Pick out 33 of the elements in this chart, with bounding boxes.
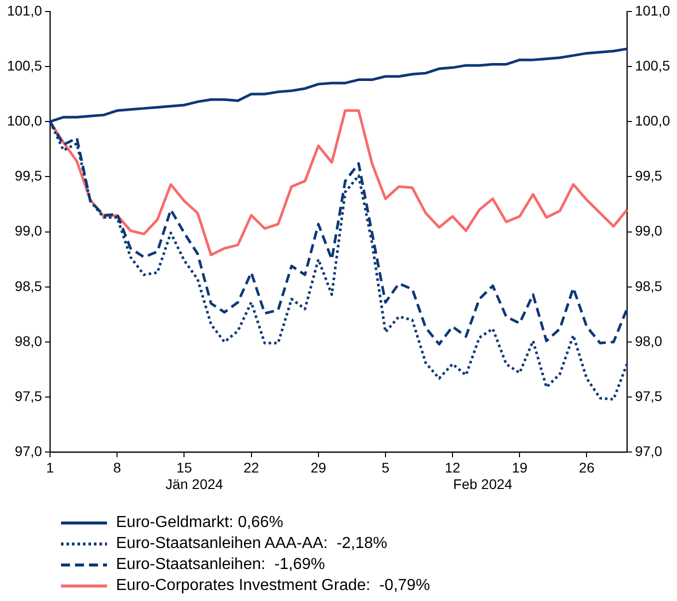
y-tick-label: 100,0: [6, 112, 42, 128]
y2-tick-label: 97,5: [634, 388, 662, 404]
y-tick-label: 99,0: [14, 222, 42, 239]
text: Jän 2024: [165, 476, 224, 492]
y-tick-label: 100,5: [6, 57, 42, 74]
y2-tick-label: 100,5: [634, 57, 670, 74]
y-tick-label: 97,5: [14, 388, 42, 404]
y-tick-label: 99,5: [14, 168, 42, 184]
y-tick-label: 97,0: [14, 443, 42, 460]
y2-tick-label: 98,5: [634, 278, 662, 294]
x-tick-label: 12: [444, 459, 461, 476]
y-tick-label: 101,0: [6, 2, 42, 18]
y2-tick-label: 101,0: [634, 2, 670, 18]
x-tick-label: 15: [176, 459, 192, 476]
y2-tick-label: 100,0: [634, 112, 670, 128]
x-tick-label: 1: [46, 459, 54, 476]
text: Feb 2024: [453, 476, 513, 492]
x-tick-label: 8: [113, 459, 122, 476]
y2-tick-label: 99,0: [634, 222, 662, 239]
legend-label: Euro-Corporates Investment Grade: -0,79%: [116, 576, 430, 594]
legend-label: Euro-Geldmarkt: 0,66%: [116, 514, 284, 532]
x-tick-label: 29: [310, 459, 326, 476]
x-tick-label: 5: [382, 459, 390, 476]
x-tick-label: 19: [512, 459, 528, 476]
x-tick-label: 26: [578, 459, 595, 476]
y-tick-label: 98,0: [14, 332, 42, 349]
y-tick-label: 98,5: [14, 278, 42, 294]
y2-tick-label: 99,5: [634, 168, 662, 184]
x-tick-label: 22: [244, 459, 260, 476]
legend-label: Euro-Staatsanleihen AAA-AA: -2,18%: [116, 534, 388, 552]
y2-tick-label: 97,0: [634, 443, 662, 460]
y2-tick-label: 98,0: [634, 332, 662, 349]
legend-label: Euro-Staatsanleihen: -1,69%: [116, 556, 326, 574]
